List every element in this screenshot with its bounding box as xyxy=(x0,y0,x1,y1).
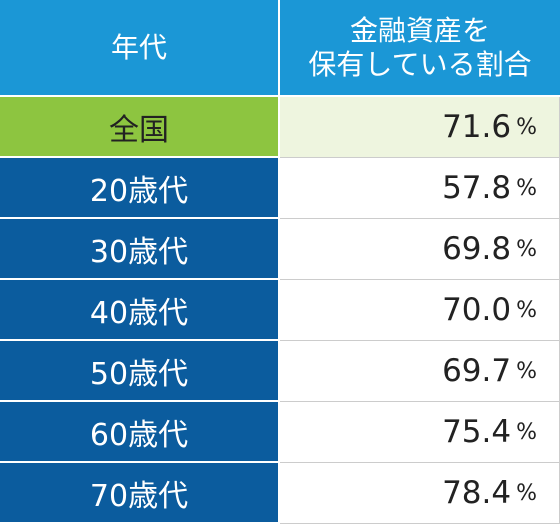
value-cell: 69.7% xyxy=(280,341,560,402)
header-text: 保有している割合 xyxy=(308,47,532,81)
value: 69.7 xyxy=(442,353,512,389)
row-label: 60歳代 xyxy=(0,402,280,463)
row-label: 30歳代 xyxy=(0,219,280,280)
value: 57.8 xyxy=(442,170,512,206)
value-cell: 70.0% xyxy=(280,280,560,341)
value: 75.4 xyxy=(442,414,512,450)
table-row: 60歳代 75.4% xyxy=(0,402,560,463)
row-label: 20歳代 xyxy=(0,158,280,219)
header-cell: 金融資産を 保有している割合 xyxy=(280,0,560,97)
unit: % xyxy=(516,114,537,140)
header-text: 年代 xyxy=(110,30,167,64)
unit: % xyxy=(516,297,537,323)
table-row: 全国 71.6% xyxy=(0,97,560,158)
value: 71.6 xyxy=(442,109,512,145)
value: 69.8 xyxy=(442,231,512,267)
unit: % xyxy=(516,480,537,506)
row-label: 70歳代 xyxy=(0,463,280,524)
value-cell: 69.8% xyxy=(280,219,560,280)
row-label: 50歳代 xyxy=(0,341,280,402)
value-cell: 57.8% xyxy=(280,158,560,219)
value-cell: 75.4% xyxy=(280,402,560,463)
table-row: 40歳代 70.0% xyxy=(0,280,560,341)
unit: % xyxy=(516,358,537,384)
header-cell: 年代 xyxy=(0,0,280,97)
table-row: 50歳代 69.7% xyxy=(0,341,560,402)
unit: % xyxy=(516,419,537,445)
row-label: 40歳代 xyxy=(0,280,280,341)
table-row: 30歳代 69.8% xyxy=(0,219,560,280)
table-row: 20歳代 57.8% xyxy=(0,158,560,219)
value: 78.4 xyxy=(442,475,512,511)
unit: % xyxy=(516,175,537,201)
unit: % xyxy=(516,236,537,262)
header-text: 金融資産を xyxy=(349,13,490,47)
value-cell: 71.6% xyxy=(280,97,560,158)
header-row: 年代 金融資産を 保有している割合 xyxy=(0,0,560,97)
value: 70.0 xyxy=(442,292,512,328)
row-label: 全国 xyxy=(0,97,280,158)
value-cell: 78.4% xyxy=(280,463,560,524)
table-row: 70歳代 78.4% xyxy=(0,463,560,524)
